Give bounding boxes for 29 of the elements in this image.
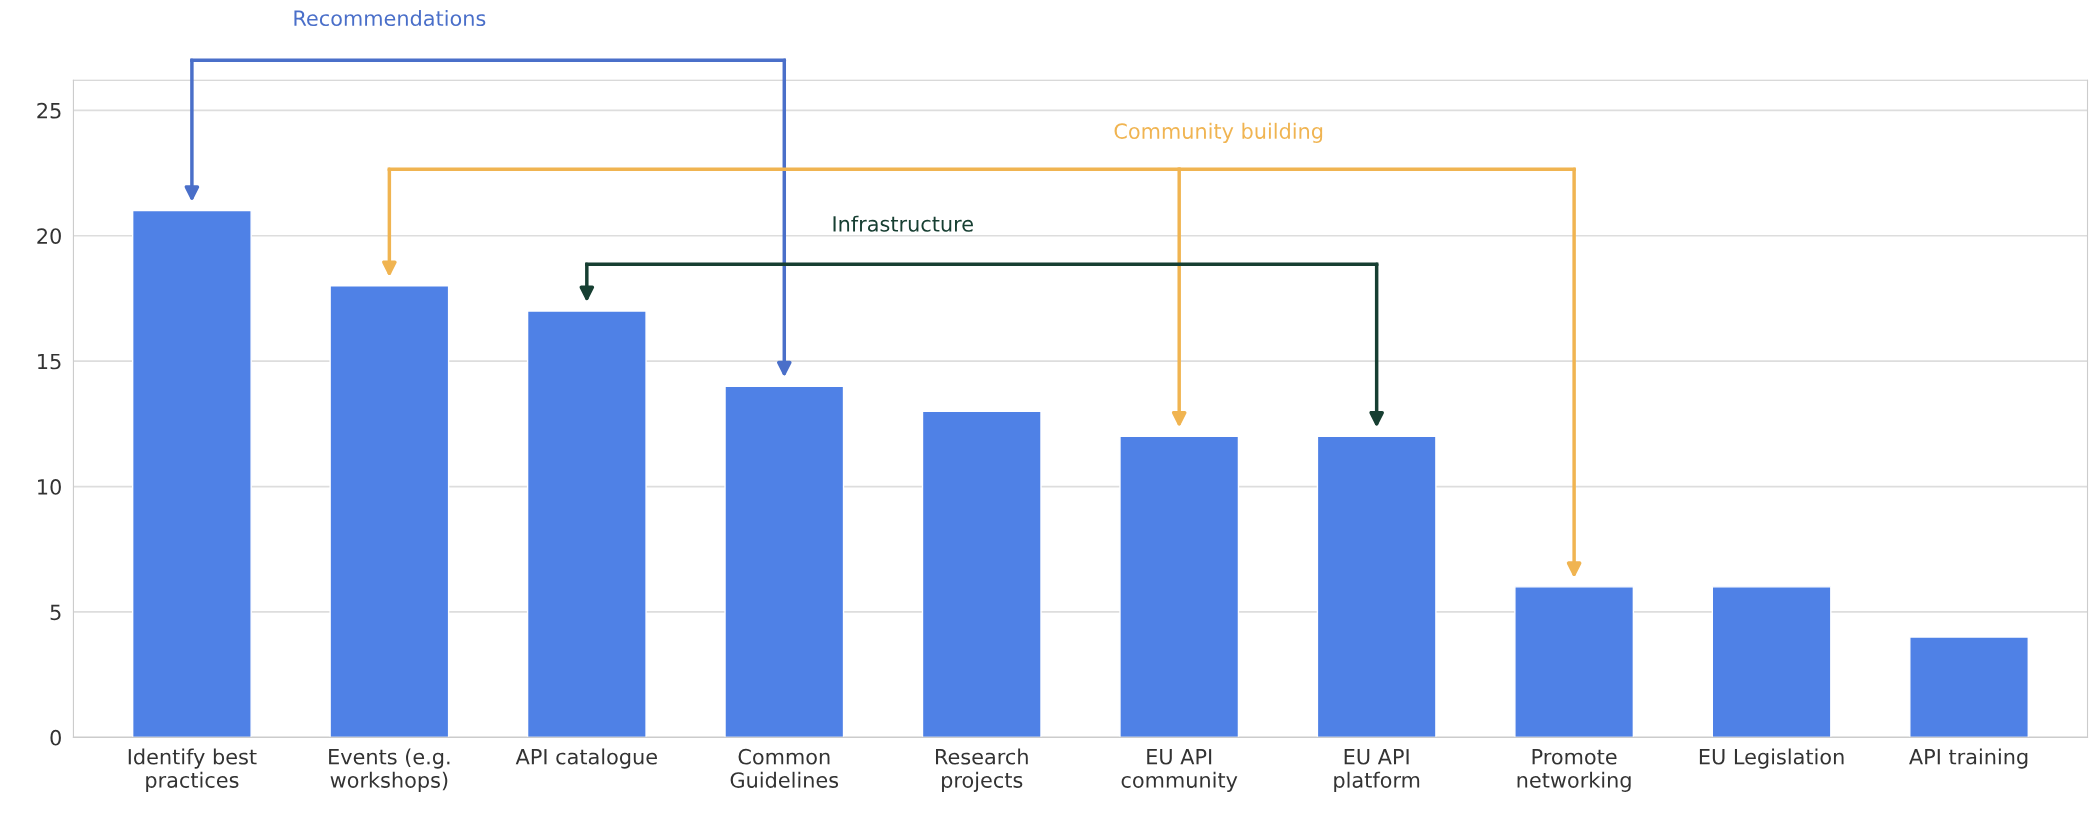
bar (724, 385, 845, 738)
bar (329, 285, 450, 738)
bar (1711, 586, 1832, 738)
x-tick-label: Identify best practices (128, 748, 257, 792)
y-tick-label: 25 (37, 102, 61, 119)
text: Recommendations (294, 9, 486, 27)
bar (921, 410, 1042, 738)
x-tick-label: Promote networking (1517, 749, 1631, 792)
bar (1909, 636, 2029, 738)
bar (1514, 586, 1635, 738)
y-tick-label: 15 (38, 353, 61, 370)
bar (1119, 435, 1240, 738)
y-tick-label: 5 (50, 604, 61, 621)
x-tick-label: Common Guidelines (730, 748, 839, 788)
x-tick-label: EU Legislation (1699, 748, 1844, 769)
x-tick-label: API training (1909, 748, 2028, 769)
y-tick-label: 10 (38, 479, 61, 495)
x-tick-label: Events (e.g. workshops) (329, 748, 450, 792)
y-tick-label: 20 (37, 228, 61, 244)
x-tick-label: Research projects (936, 748, 1028, 792)
bar (526, 310, 647, 738)
x-tick-label: EU API platform (1334, 749, 1420, 792)
x-tick-label: API catalogue (515, 748, 657, 769)
y-tick-label: 0 (50, 729, 61, 746)
bar (1316, 435, 1437, 738)
x-tick-label: EU API community (1121, 749, 1238, 792)
bar (131, 209, 252, 738)
annotation: Infrastructure (833, 215, 973, 232)
annotation: Community building (1114, 122, 1323, 144)
